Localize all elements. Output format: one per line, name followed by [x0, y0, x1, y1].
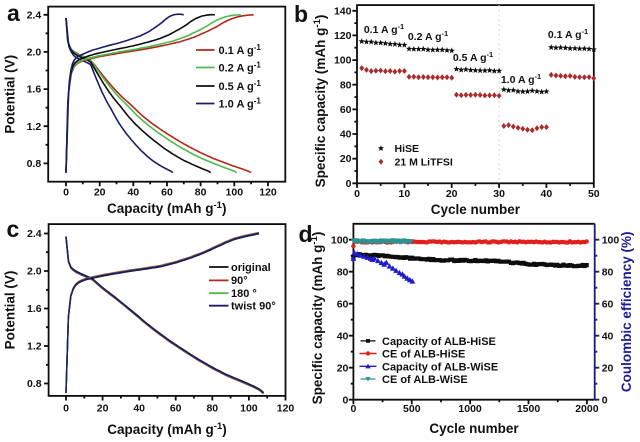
svg-text:40: 40: [337, 330, 349, 342]
svg-text:50: 50: [588, 188, 600, 200]
svg-text:1.0 A g-1: 1.0 A g-1: [501, 72, 541, 86]
svg-text:80: 80: [602, 266, 614, 278]
svg-text:a: a: [7, 0, 20, 26]
svg-text:0.1 A g-1: 0.1 A g-1: [548, 27, 588, 41]
svg-text:0: 0: [343, 394, 349, 406]
svg-text:60: 60: [170, 403, 182, 415]
svg-text:0.5 A g-1: 0.5 A g-1: [219, 79, 262, 93]
svg-text:80: 80: [195, 187, 207, 199]
svg-text:2.0: 2.0: [27, 266, 42, 278]
svg-text:0.2 A g-1: 0.2 A g-1: [219, 60, 262, 74]
svg-text:0.1 A g-1: 0.1 A g-1: [219, 43, 262, 57]
svg-text:0.2 A g-1: 0.2 A g-1: [408, 29, 448, 43]
svg-text:100: 100: [334, 55, 352, 67]
svg-text:120: 120: [277, 403, 295, 415]
svg-text:2000: 2000: [575, 403, 599, 415]
svg-text:100: 100: [602, 234, 620, 246]
svg-text:Capacity (mAh g-1): Capacity (mAh g-1): [107, 421, 226, 437]
svg-text:d: d: [299, 221, 313, 247]
svg-text:40: 40: [127, 187, 139, 199]
svg-text:Specific capacity (mAh g-1): Specific capacity (mAh g-1): [312, 15, 328, 188]
svg-text:40: 40: [541, 188, 553, 200]
svg-text:HiSE: HiSE: [395, 143, 420, 155]
svg-text:Capacity of ALB-WiSE: Capacity of ALB-WiSE: [382, 361, 498, 373]
svg-text:20: 20: [340, 153, 352, 165]
svg-text:40: 40: [602, 330, 614, 342]
svg-text:60: 60: [602, 298, 614, 310]
svg-text:500: 500: [403, 403, 421, 415]
svg-text:original: original: [231, 262, 271, 274]
svg-text:Capacity of ALB-HiSE: Capacity of ALB-HiSE: [382, 336, 496, 348]
svg-text:20: 20: [94, 187, 106, 199]
svg-text:20: 20: [446, 188, 458, 200]
svg-text:0.1 A g-1: 0.1 A g-1: [364, 22, 404, 36]
svg-text:CE of ALB-WiSE: CE of ALB-WiSE: [382, 374, 468, 386]
svg-text:1.6: 1.6: [27, 303, 42, 315]
svg-text:100: 100: [240, 403, 258, 415]
svg-text:Cycle number: Cycle number: [429, 421, 519, 436]
svg-text:20: 20: [97, 403, 109, 415]
svg-text:Capacity (mAh g-1): Capacity (mAh g-1): [107, 200, 226, 216]
svg-text:0: 0: [602, 394, 608, 406]
svg-text:Potential (V): Potential (V): [3, 55, 18, 134]
svg-text:Cycle number: Cycle number: [431, 202, 521, 217]
svg-text:1.6: 1.6: [27, 84, 42, 96]
svg-text:c: c: [7, 216, 20, 242]
svg-text:10: 10: [399, 188, 411, 200]
svg-text:80: 80: [206, 403, 218, 415]
svg-text:2.0: 2.0: [27, 47, 42, 59]
svg-text:20: 20: [337, 362, 349, 374]
svg-text:80: 80: [337, 266, 349, 278]
svg-text:180 °: 180 °: [231, 288, 257, 300]
svg-text:twist 90°: twist 90°: [231, 301, 276, 313]
svg-text:0: 0: [346, 178, 352, 190]
svg-text:0: 0: [354, 188, 360, 200]
svg-text:2.4: 2.4: [27, 9, 42, 21]
svg-text:120: 120: [334, 30, 352, 42]
svg-text:0.8: 0.8: [27, 158, 42, 170]
svg-text:100: 100: [331, 234, 349, 246]
svg-text:1000: 1000: [458, 403, 482, 415]
svg-text:40: 40: [133, 403, 145, 415]
svg-text:90°: 90°: [231, 275, 248, 287]
svg-text:100: 100: [226, 187, 244, 199]
svg-text:60: 60: [161, 187, 173, 199]
svg-text:1.2: 1.2: [27, 121, 42, 133]
svg-text:20: 20: [602, 362, 614, 374]
svg-text:40: 40: [340, 129, 352, 141]
svg-text:1.0 A g-1: 1.0 A g-1: [219, 96, 262, 110]
svg-text:21 M LiTFSI: 21 M LiTFSI: [395, 157, 453, 169]
svg-text:0: 0: [350, 403, 356, 415]
svg-text:0.8: 0.8: [27, 378, 42, 390]
svg-text:140: 140: [334, 5, 352, 17]
svg-text:120: 120: [259, 187, 277, 199]
svg-text:1500: 1500: [517, 403, 541, 415]
svg-text:Coulombic efficiency (%): Coulombic efficiency (%): [619, 232, 634, 393]
svg-text:Potential (V): Potential (V): [3, 271, 18, 350]
svg-text:0.5 A g-1: 0.5 A g-1: [453, 50, 493, 64]
svg-text:CE of ALB-HiSE: CE of ALB-HiSE: [382, 349, 465, 361]
svg-text:0: 0: [63, 403, 69, 415]
svg-text:30: 30: [493, 188, 505, 200]
svg-text:1.2: 1.2: [27, 341, 42, 353]
svg-text:0: 0: [63, 187, 69, 199]
svg-text:60: 60: [337, 298, 349, 310]
svg-text:b: b: [294, 1, 308, 27]
svg-text:Specific capacity (mAh g-1): Specific capacity (mAh g-1): [309, 232, 325, 405]
svg-text:60: 60: [340, 104, 352, 116]
svg-text:80: 80: [340, 79, 352, 91]
svg-text:2.4: 2.4: [27, 228, 42, 240]
